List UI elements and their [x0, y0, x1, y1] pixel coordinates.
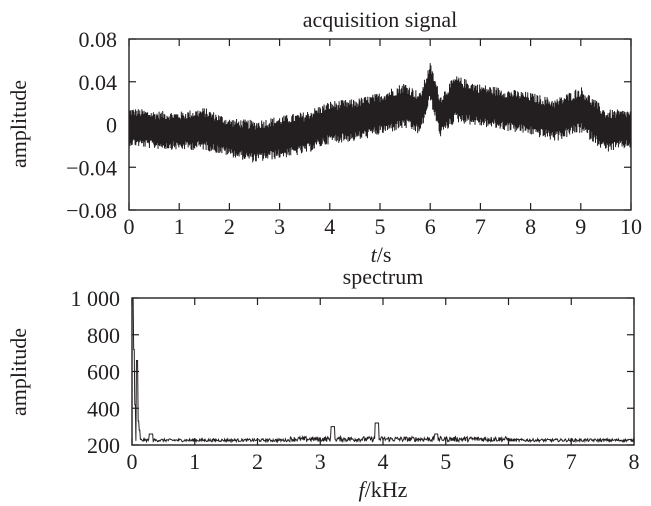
x-axis-label-unit: /kHz	[365, 477, 408, 502]
y-axis-label: amplitude	[6, 328, 31, 416]
y-tick-label: 400	[87, 396, 120, 421]
chart-title: acquisition signal	[303, 7, 458, 32]
y-tick-label: 1 000	[71, 286, 121, 311]
x-tick-label: 4	[324, 214, 335, 239]
x-tick-label: 4	[378, 449, 389, 474]
x-tick-label: 7	[475, 214, 486, 239]
y-tick-label: 0	[106, 113, 117, 138]
x-tick-label: 0	[127, 449, 138, 474]
x-tick-label: 5	[440, 449, 451, 474]
x-axis-label-unit: /s	[377, 242, 392, 267]
x-tick-label: 3	[274, 214, 285, 239]
x-tick-label: 2	[252, 449, 263, 474]
x-tick-label: 1	[189, 449, 200, 474]
y-tick-label: 600	[87, 360, 120, 385]
plot-area	[128, 63, 632, 163]
y-tick-label: 0.04	[79, 70, 118, 95]
spectrum-chart: spectrum amplitude f/kHz 0 1 2 3 4 5 6 7 8 1 000 8…	[6, 264, 640, 502]
x-tick-label: 8	[629, 449, 640, 474]
y-tick-label: −0.04	[66, 155, 117, 180]
chart-title: spectrum	[343, 264, 424, 289]
x-tick-label: 3	[315, 449, 326, 474]
x-tick-label: 10	[620, 214, 642, 239]
x-axis-label: t/s	[371, 242, 392, 267]
x-tick-label: 2	[224, 214, 235, 239]
y-tick-label: 200	[87, 433, 120, 458]
x-tick-label: 0	[124, 214, 135, 239]
y-tick-label: 800	[87, 323, 120, 348]
x-tick-label: 1	[174, 214, 185, 239]
x-tick-label: 6	[503, 449, 514, 474]
acquisition-signal-chart: acquisition signal amplitude t/s 0 1 2 3 4 5 6…	[6, 7, 642, 267]
series-line	[128, 63, 632, 163]
x-tick-label: 6	[425, 214, 436, 239]
x-tick-label: 7	[566, 449, 577, 474]
x-tick-label: 9	[575, 214, 586, 239]
x-axis-label-var: f	[359, 477, 368, 502]
x-tick-label: 8	[525, 214, 536, 239]
y-axis-label: amplitude	[6, 80, 31, 168]
x-axis-label: f/kHz	[359, 477, 408, 502]
y-tick-label: 0.08	[79, 27, 118, 52]
x-tick-label: 5	[375, 214, 386, 239]
x-axis-label-var: t	[371, 242, 378, 267]
y-tick-label: −0.08	[66, 198, 117, 223]
